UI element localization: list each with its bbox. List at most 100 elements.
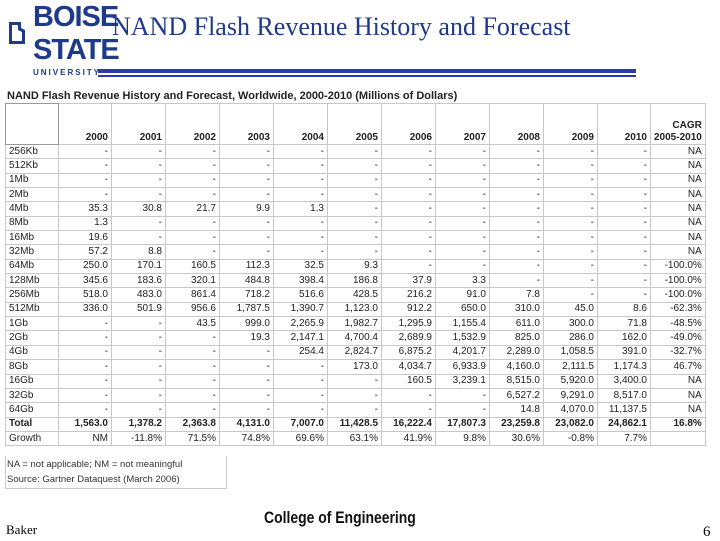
row-label: 64Gb xyxy=(5,402,59,418)
table-cell: - xyxy=(489,201,544,217)
table-cell: 63.1% xyxy=(327,430,382,447)
footnote-box xyxy=(5,456,227,489)
title-rule-thin xyxy=(98,75,636,77)
row-label: 16Gb xyxy=(5,373,59,389)
table-cell: -48.5% xyxy=(650,316,706,332)
table-row: 512Mb 336.0 501.9 956.6 1,787.5 1,390.7 1,123.… xyxy=(5,301,706,318)
table-row: 4Mb 35.3 30.8 21.7 9.9 1.3- - - - - - NA xyxy=(5,201,706,217)
row-label: 1Mb xyxy=(5,172,59,189)
table-cell: 9.3 xyxy=(327,258,382,275)
table-row: 32Mb 57.2 8.8- - - - - - - - - NA xyxy=(5,244,706,260)
row-label: 1Gb xyxy=(5,316,59,332)
table-cell: - xyxy=(111,330,166,346)
table-cell: - xyxy=(111,187,166,203)
table-cell: - xyxy=(165,158,220,174)
table-cell: - xyxy=(165,143,220,160)
table-cell: - xyxy=(435,172,490,189)
table-cell: 4,700.4 xyxy=(327,330,382,346)
table-cell: - xyxy=(381,387,436,404)
table-cell: - xyxy=(165,359,220,375)
table-cell: 8.8 xyxy=(111,244,166,260)
table-cell: 69.6% xyxy=(273,430,328,447)
header-corner-cell xyxy=(5,103,59,145)
table-cell: - xyxy=(58,402,112,418)
header-cell: 2008 xyxy=(489,103,544,145)
table-cell: 7,007.0 xyxy=(273,416,328,432)
table-cell: 1,532.9 xyxy=(435,330,490,346)
table-cell: - xyxy=(543,244,598,260)
row-label: 256Kb xyxy=(5,143,59,160)
table-cell: 1,123.0 xyxy=(327,301,382,318)
row-label: 2Mb xyxy=(5,187,59,203)
table-cell: 16,222.4 xyxy=(381,416,436,432)
table-cell: - xyxy=(58,330,112,346)
header-cell: 2007 xyxy=(435,103,490,145)
table-cell: 1.3 xyxy=(58,215,112,232)
table-cell: - xyxy=(597,201,651,217)
table-cell: 2,363.8 xyxy=(165,416,220,432)
table-cell: 8,517.0 xyxy=(597,387,651,404)
row-label: 8Gb xyxy=(5,359,59,375)
table-cell: - xyxy=(543,172,598,189)
table-cell: - xyxy=(219,402,274,418)
header-cell: 2002 xyxy=(165,103,220,145)
table-cell: 19.6 xyxy=(58,230,112,246)
table-cell: 11,428.5 xyxy=(327,416,382,432)
table-cell: 286.0 xyxy=(543,330,598,346)
table-cell: - xyxy=(219,387,274,404)
table-cell: 501.9 xyxy=(111,301,166,318)
table-cell: - xyxy=(597,230,651,246)
table-cell: -100.0% xyxy=(650,273,706,289)
table-cell: - xyxy=(489,273,544,289)
header-cagr-line1: CAGR xyxy=(672,120,702,131)
table-cell: 57.2 xyxy=(58,244,112,260)
table-cell: 483.0 xyxy=(111,287,166,303)
table-cell: 825.0 xyxy=(489,330,544,346)
table-cell: - xyxy=(58,373,112,389)
table-cell: 2,111.5 xyxy=(543,359,598,375)
table-cell: - xyxy=(165,344,220,361)
table-cell: - xyxy=(111,387,166,404)
row-label: 64Mb xyxy=(5,258,59,275)
header-cell: 2009 xyxy=(543,103,598,145)
table-cell: NA xyxy=(650,201,706,217)
table-cell: NA xyxy=(650,158,706,174)
header-cell: 2005 xyxy=(327,103,382,145)
table-cell: - xyxy=(489,187,544,203)
table-cell: - xyxy=(165,187,220,203)
table-cell: - xyxy=(327,187,382,203)
table-cell: - xyxy=(381,201,436,217)
header-cell: 2003 xyxy=(219,103,274,145)
table-cell: 45.0 xyxy=(543,301,598,318)
boise-state-logo: BOISE STATE UNIVERSITY xyxy=(5,2,120,80)
table-cell: 6,527.2 xyxy=(489,387,544,404)
total-row: Total 1,563.0 1,378.2 2,363.8 4,131.0 7,007.0… xyxy=(5,416,706,432)
table-cell: 345.6 xyxy=(58,273,112,289)
row-label: 2Gb xyxy=(5,330,59,346)
state-outline-icon xyxy=(9,22,25,44)
table-cell: - xyxy=(381,187,436,203)
table-cell: - xyxy=(435,258,490,275)
table-cell: - xyxy=(489,143,544,160)
table-cell: - xyxy=(165,402,220,418)
table-row: 8Gb - - - - -173.0 4,034.7 6,933.9 4,160.0 2,111.… xyxy=(5,359,706,375)
table-cell: 8,515.0 xyxy=(489,373,544,389)
table-cell: - xyxy=(327,143,382,160)
row-label: 256Mb xyxy=(5,287,59,303)
table-cell: - xyxy=(111,316,166,332)
table-cell: - xyxy=(381,230,436,246)
table-cell: - xyxy=(381,244,436,260)
header-cell: 2006 xyxy=(381,103,436,145)
table-cell: - xyxy=(111,230,166,246)
table-cell: 1,787.5 xyxy=(219,301,274,318)
table-cell: - xyxy=(543,287,598,303)
table-cell: 1,174.3 xyxy=(597,359,651,375)
table-cell: - xyxy=(489,172,544,189)
table-cell: - xyxy=(327,172,382,189)
table-cell: 17,807.3 xyxy=(435,416,490,432)
title-rule-thick xyxy=(98,69,636,73)
table-cell: 7.8 xyxy=(489,287,544,303)
table-cell: - xyxy=(58,187,112,203)
table-cell: - xyxy=(111,143,166,160)
table-cell: - xyxy=(165,373,220,389)
